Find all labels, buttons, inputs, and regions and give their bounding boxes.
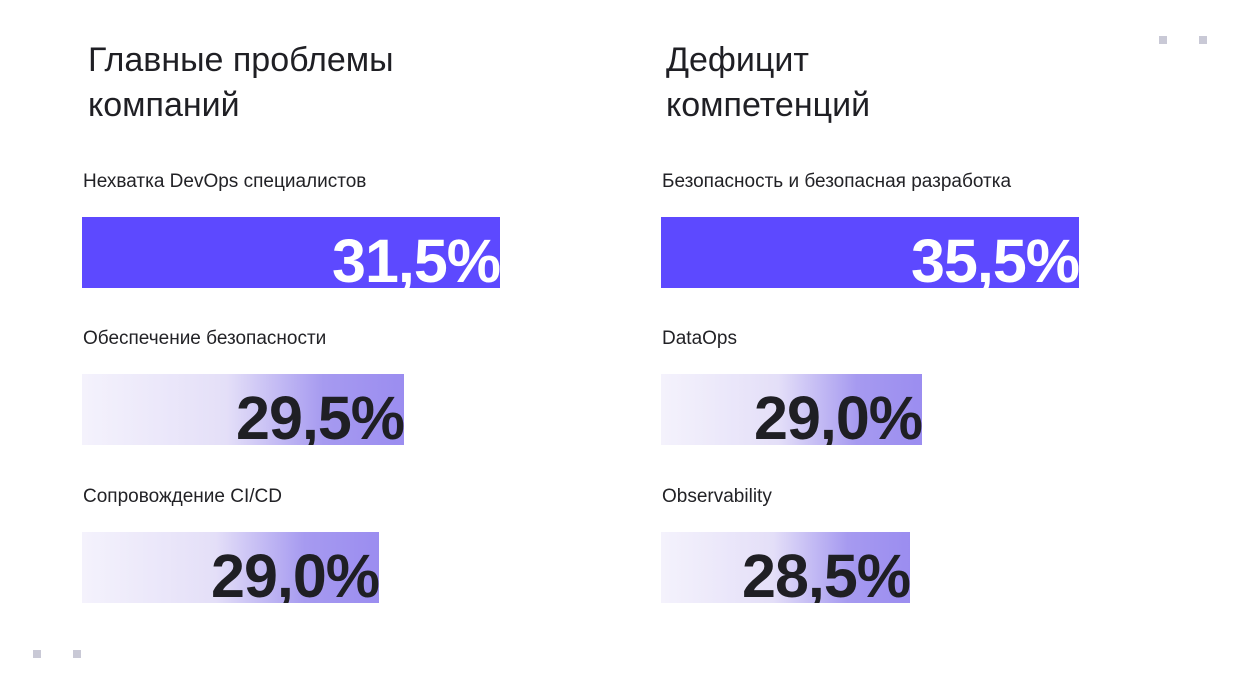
bar-label: Безопасность и безопасная разработка [662,171,1012,192]
decor-dot [73,650,81,658]
decor-dot [1199,36,1207,44]
bar: 35,5% [661,217,1079,288]
bar-value-label: 29,0% [211,542,379,603]
bar-label: Observability [662,486,772,507]
bar-label: DataOps [662,328,737,349]
decor-dot [1159,36,1167,44]
bar-label: Нехватка DevOps специалистов [83,171,367,192]
right-chart-title: Дефицит компетенций [666,41,871,124]
bar-label: Обеспечение безопасности [83,328,327,349]
bar: 31,5% [82,217,500,288]
bar: 28,5% [661,532,910,603]
decor-dot [33,650,41,658]
bar-value-label: 35,5% [911,227,1079,288]
bar-label: Сопровождение CI/CD [83,486,282,507]
bar: 29,0% [82,532,379,603]
bar-value-label: 29,0% [754,384,922,445]
bar: 29,5% [82,374,404,445]
bar-value-label: 29,5% [236,384,404,445]
bar-value-label: 28,5% [742,542,910,603]
bar-value-label: 31,5% [332,227,500,288]
left-chart-title: Главные проблемы компаний [88,41,394,124]
bar: 29,0% [661,374,922,445]
